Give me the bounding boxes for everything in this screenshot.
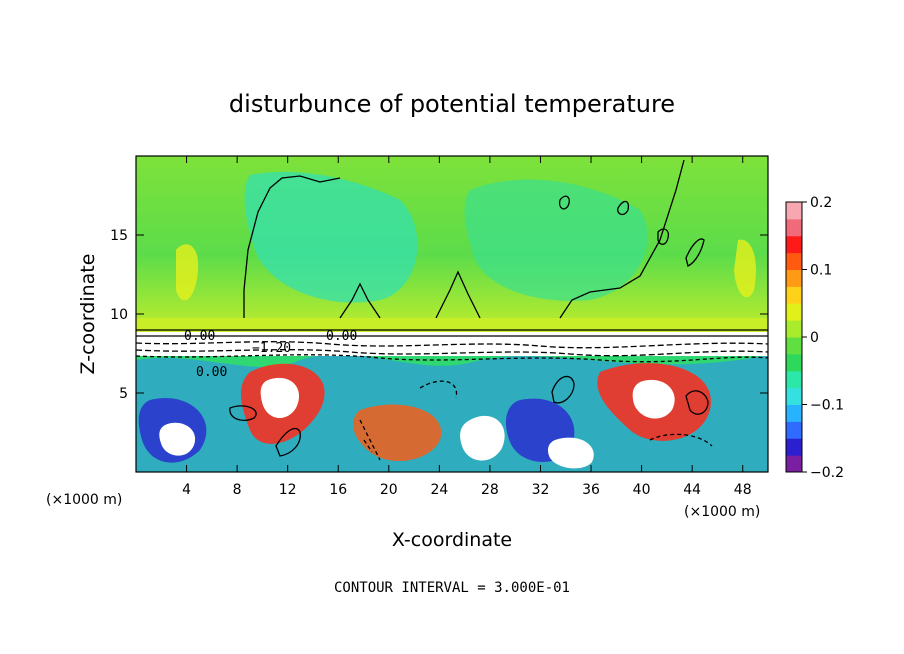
x-tick-label: 12 (279, 482, 297, 498)
x-tick-label: 20 (380, 482, 398, 498)
x-unit-label-left: (×1000 m) (46, 492, 122, 508)
colorbar-tick-label: −0.2 (810, 465, 844, 481)
white-core-3 (460, 415, 505, 461)
x-axis-ticks: 4 8 12 16 20 24 28 32 36 40 44 48 (182, 156, 752, 498)
contour-labels: 0.00 0.00 0.00 −1.20 (184, 329, 357, 380)
colorbar-segment (786, 455, 802, 473)
colorbar-segment (786, 218, 802, 237)
plot-area: 0.00 0.00 0.00 −1.20 (136, 156, 768, 472)
colorbar-segment (786, 252, 802, 270)
colorbar-segment (786, 337, 802, 355)
cyan-anomaly-patch-2 (464, 179, 648, 301)
y-tick-label: 15 (110, 228, 128, 244)
colorbar-segment (786, 320, 802, 338)
x-tick-label: 40 (633, 482, 651, 498)
y-tick-label: 10 (110, 307, 128, 323)
colorbar-segment (786, 202, 802, 220)
chart-title: disturbunce of potential temperature (229, 90, 675, 118)
y-tick-label: 5 (119, 386, 128, 402)
x-tick-label: 16 (329, 482, 347, 498)
x-tick-label: 4 (182, 482, 191, 498)
colorbar-segment (786, 286, 802, 304)
x-unit-label-right: (×1000 m) (684, 504, 760, 520)
contour-label: 0.00 (326, 329, 357, 344)
x-tick-label: 32 (532, 482, 550, 498)
white-core-1 (159, 422, 196, 456)
x-tick-label: 48 (734, 482, 752, 498)
colorbar-segment (786, 370, 802, 389)
colorbar-segment (786, 303, 802, 321)
x-tick-label: 24 (430, 482, 448, 498)
tropopause-band (136, 318, 768, 332)
contour-interval-note: CONTOUR INTERVAL = 3.000E-01 (334, 580, 570, 596)
y-axis-label: Z-coordinate (77, 254, 99, 375)
red-eddy-3 (353, 404, 442, 462)
contour-label: 0.00 (196, 365, 227, 380)
colorbar-segment (786, 387, 802, 405)
x-tick-label: 36 (582, 482, 600, 498)
x-tick-label: 44 (683, 482, 701, 498)
colorbar-tick-label: 0.1 (810, 263, 832, 279)
contour-lines (136, 159, 768, 461)
colorbar-segment (786, 269, 802, 287)
contour-label: −1.20 (252, 341, 291, 356)
colorbar-segment (786, 353, 802, 372)
colorbar-tick-label: −0.1 (810, 398, 844, 414)
colorbar-tick-label: 0.2 (810, 195, 832, 211)
white-core-2 (260, 377, 300, 419)
x-axis-label: X-coordinate (392, 529, 512, 551)
x-tick-label: 8 (233, 482, 242, 498)
colorbar-segment (786, 235, 802, 254)
warm-anomaly-patch (176, 244, 199, 301)
contour-label: 0.00 (184, 329, 215, 344)
warm-anomaly-patch-2 (734, 239, 757, 298)
colorbar-segment (786, 438, 802, 456)
white-core-5 (547, 437, 594, 469)
white-core-4 (632, 379, 675, 419)
y-axis-ticks: 5 10 15 (110, 228, 768, 402)
colorbar: 0.2 0.1 0 −0.1 −0.2 (785, 195, 844, 481)
upper-layer-field (136, 156, 768, 336)
colorbar-segment (786, 421, 802, 439)
colorbar-tick-label: 0 (810, 330, 819, 346)
cyan-anomaly-patch (244, 171, 418, 303)
colorbar-segment (786, 404, 802, 422)
x-tick-label: 28 (481, 482, 499, 498)
